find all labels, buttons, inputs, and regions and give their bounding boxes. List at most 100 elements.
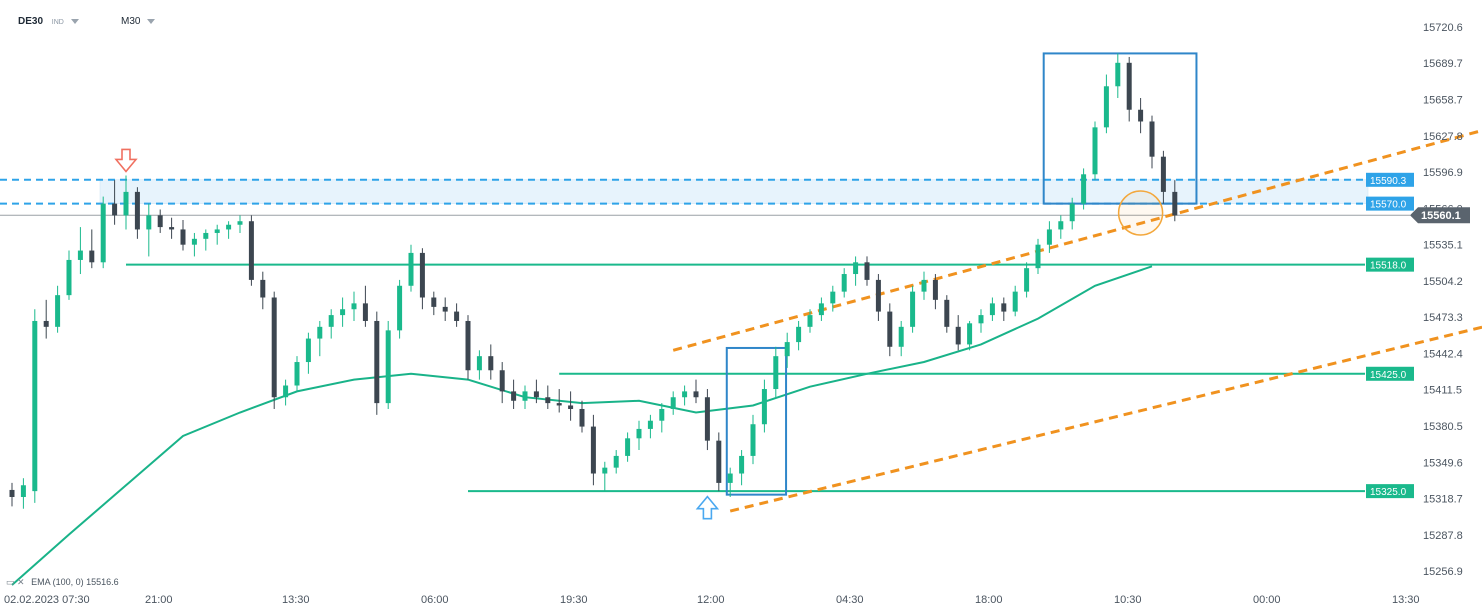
candle-body	[1138, 109, 1144, 122]
level-tag-15325.0: 15325.0	[1370, 487, 1407, 498]
level-tag-bg	[1366, 196, 1414, 211]
candle-body	[830, 291, 836, 304]
candle-body	[556, 403, 562, 406]
candle-body	[1024, 268, 1030, 292]
candle-body	[146, 215, 152, 230]
candle-body	[796, 326, 802, 343]
x-tick-label: 10:30	[1114, 594, 1142, 606]
candle-body	[237, 221, 243, 225]
candle-body	[853, 262, 859, 275]
candle-body	[1115, 62, 1121, 87]
candle-body	[784, 342, 790, 357]
candle-body	[271, 297, 277, 398]
candle-body	[1001, 303, 1007, 312]
candle-body	[351, 303, 357, 310]
level-tag-15425.0: 15425.0	[1370, 370, 1407, 381]
candle-body	[647, 420, 653, 429]
y-tick-label: 15504.2	[1423, 276, 1463, 288]
candle-body	[579, 408, 585, 427]
current-price-label: 15560.1	[1421, 210, 1461, 222]
candle-body	[1103, 86, 1109, 128]
candle-body	[967, 323, 973, 345]
timeframe-dropdown-icon[interactable]	[147, 18, 156, 24]
candle-body	[864, 262, 870, 280]
ema-label: EMA (100, 0)	[31, 577, 84, 587]
candle-body	[898, 326, 904, 347]
y-tick-label: 15720.6	[1423, 22, 1463, 34]
candle-body	[704, 397, 710, 441]
candle-body	[191, 238, 197, 245]
candle-body	[818, 303, 824, 316]
x-tick-label: 13:30	[1392, 594, 1420, 606]
candle-body	[590, 426, 596, 474]
candle-body	[419, 252, 425, 298]
y-tick-label: 15349.6	[1423, 457, 1463, 469]
x-tick-label: 13:30	[282, 594, 310, 606]
candle-body	[739, 455, 745, 474]
candle-body	[123, 191, 129, 216]
resistance-zone	[99, 179, 1369, 204]
candle-body	[989, 303, 995, 316]
y-tick-label: 15318.7	[1423, 494, 1463, 506]
y-tick-label: 15689.7	[1423, 58, 1463, 70]
level-tag-bg	[1366, 484, 1414, 499]
candle-body	[499, 370, 505, 392]
candle-body	[659, 408, 665, 421]
candle-body	[214, 229, 220, 233]
candle-body	[761, 389, 767, 425]
candle-body	[670, 397, 676, 409]
x-tick-label: 21:00	[145, 594, 173, 606]
candle-body	[511, 391, 517, 401]
candle-body	[1069, 203, 1075, 222]
candle-body	[1035, 244, 1041, 269]
ema-legend: ▭ ✕ EMA (100, 0) 15516.6	[6, 577, 119, 588]
symbol-name: DE30	[18, 16, 44, 27]
candle-body	[408, 252, 414, 286]
candle-body	[841, 274, 847, 292]
candle-body	[750, 424, 756, 456]
channel-line-lower	[729, 325, 1482, 513]
level-tag-15570.0: 15570.0	[1370, 200, 1407, 211]
candle-body	[773, 356, 779, 390]
candle-body	[362, 303, 368, 321]
candle-body	[488, 356, 494, 371]
candle-body	[248, 221, 254, 280]
y-tick-label: 15256.9	[1423, 566, 1463, 578]
candle-body	[887, 311, 893, 347]
candle-body	[397, 285, 403, 331]
candle-body	[602, 467, 608, 474]
candle-body	[545, 397, 551, 404]
x-tick-label: 00:00	[1253, 594, 1281, 606]
candle-body	[465, 320, 471, 371]
candle-body	[20, 485, 26, 497]
y-tick-label: 15535.1	[1423, 240, 1463, 252]
candle-body	[1092, 127, 1098, 175]
y-tick-label: 15287.8	[1423, 530, 1463, 542]
candle-body	[32, 320, 38, 492]
candle-body	[978, 315, 984, 324]
candle-body	[226, 224, 232, 230]
candle-body	[385, 330, 391, 404]
candle-body	[716, 440, 722, 483]
candle-body	[55, 295, 61, 327]
symbol-dropdown-icon[interactable]	[70, 18, 79, 24]
candle-body	[317, 326, 323, 339]
x-tick-label: 19:30	[560, 594, 588, 606]
candle-body	[77, 250, 83, 260]
level-tag-15518.0: 15518.0	[1370, 261, 1407, 272]
candles-group	[9, 53, 1178, 509]
level-tag-bg	[1366, 172, 1414, 187]
indicator-icons[interactable]: ▭ ✕	[6, 577, 25, 587]
symbol-header[interactable]: DE30 IND	[18, 16, 79, 27]
timeframe-selector[interactable]: M30	[121, 16, 156, 27]
candle-body	[294, 362, 300, 386]
candle-body	[476, 356, 482, 371]
candle-body	[875, 279, 881, 312]
candle-body	[693, 391, 699, 398]
candle-body	[66, 259, 72, 296]
candle-body	[1012, 291, 1018, 312]
candle-body	[955, 326, 961, 345]
candle-body	[134, 191, 140, 230]
